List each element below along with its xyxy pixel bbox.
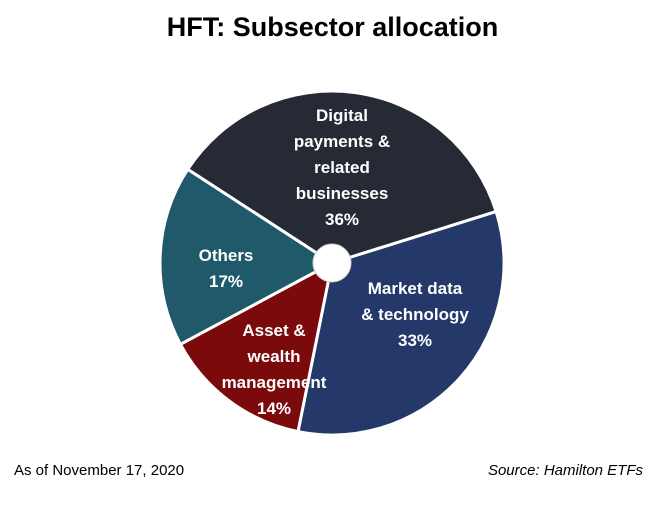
slice-value-others: 17% [209, 272, 243, 291]
as-of-date: As of November 17, 2020 [14, 462, 185, 479]
pie-slice-others [158, 167, 335, 347]
slice-label-digital-payments: payments & [294, 132, 390, 151]
slice-label-market-data: Market data [368, 279, 463, 298]
slice-label-digital-payments: businesses [296, 184, 389, 203]
slice-label-others: Others [199, 246, 254, 265]
slice-label-asset-wealth: Asset & [242, 321, 305, 340]
slice-label-digital-payments: Digital [316, 106, 368, 125]
slice-label-market-data: & technology [361, 305, 469, 324]
center-hole [312, 243, 352, 283]
pie-slice-asset-wealth [178, 260, 335, 434]
slice-value-digital-payments: 36% [325, 210, 359, 229]
pie-slice-digital-payments [185, 89, 499, 265]
slice-label-asset-wealth: management [222, 373, 327, 392]
slice-label-digital-payments: related [314, 158, 370, 177]
source-note: Source: Hamilton ETFs [487, 462, 643, 479]
chart-title: HFT: Subsector allocation [166, 12, 499, 42]
slice-label-asset-wealth: wealth [247, 347, 301, 366]
slice-value-market-data: 33% [398, 331, 432, 350]
slice-value-asset-wealth: 14% [257, 399, 291, 418]
